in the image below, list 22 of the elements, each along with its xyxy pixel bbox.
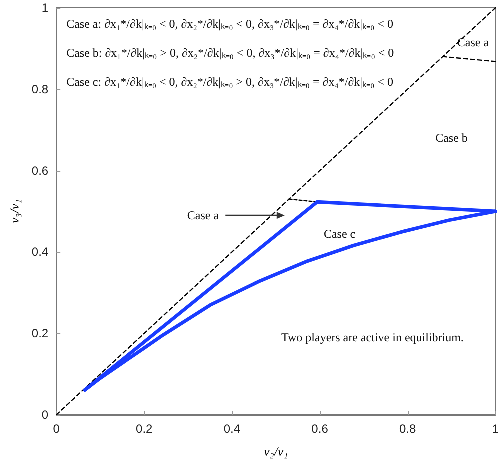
y-tick-label: 0.2 [32,326,49,341]
x-tick-label: 0.8 [400,422,417,436]
x-tick-label: 0.6 [312,422,329,436]
x-tick-label: 0.2 [136,422,154,436]
y-tick-label: 0.8 [32,82,49,96]
y-axis-title: v₃/v₁ [7,199,22,224]
y-tick-label: 1 [42,1,49,15]
annotation: Two players are active in equilibrium. [282,330,464,345]
annotation: Case a: ∂x₁*/∂k|ₖ₌₀ < 0, ∂x₂*/∂k|ₖ₌₀ < 0, ∂x₃*/∂k|ₖ₌₀ = ∂x₄*/∂k|ₖ₌₀ < 0 [66,17,394,32]
annotation: Case a [457,36,490,50]
y-tick-label: 0.4 [32,245,49,260]
annotation: Case a [187,208,220,223]
x-tick-label: 0.4 [224,422,241,436]
y-tick-label: 0.6 [32,164,49,178]
annotation: Case c: ∂x₁*/∂k|ₖ₌₀ < 0, ∂x₂*/∂k|ₖ₌₀ > 0, ∂x₃*/∂k|ₖ₌₀ = ∂x₄*/∂k|ₖ₌₀ < 0 [66,75,394,90]
annotation: Case b: ∂x₁*/∂k|ₖ₌₀ > 0, ∂x₂*/∂k|ₖ₌₀ < 0, ∂x₃*/∂k|ₖ₌₀ = ∂x₄*/∂k|ₖ₌₀ < 0 [66,46,394,60]
x-tick-label: 1 [492,422,500,436]
annotation: Case b [436,131,468,146]
x-tick-label: 0 [53,422,60,436]
annotation: Case c [324,226,356,241]
y-tick-label: 0 [42,408,49,422]
x-axis-title: v₂/v₁ [264,444,288,459]
